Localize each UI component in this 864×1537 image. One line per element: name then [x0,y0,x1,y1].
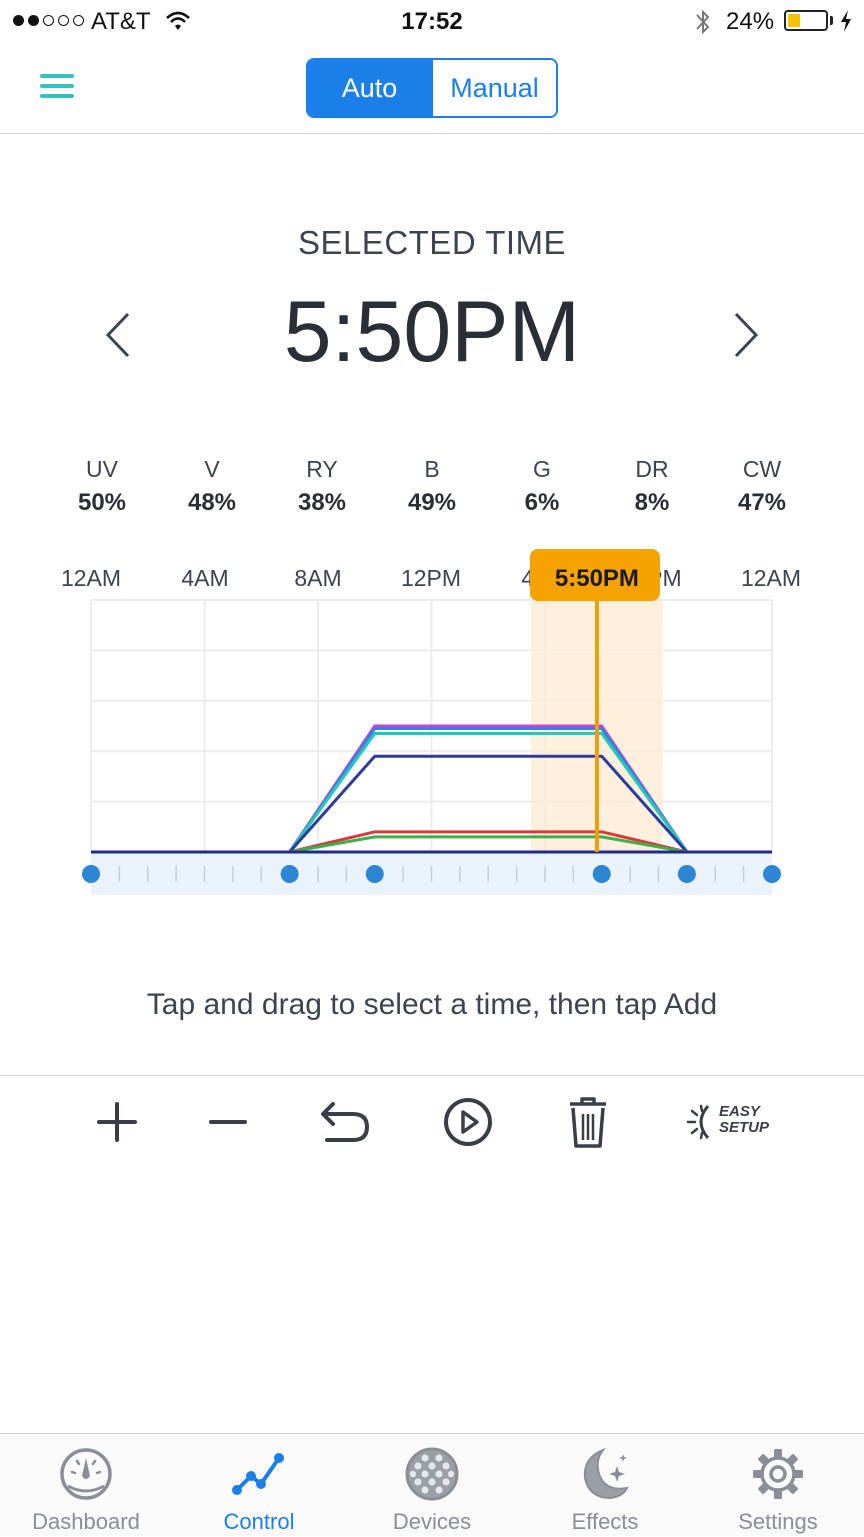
battery-percent: 24% [726,8,775,35]
control-points [82,865,781,883]
control-point[interactable] [365,865,384,883]
grid-dots-icon [405,1447,459,1501]
time-tick-label: 12PM [400,565,462,591]
tab-label: Devices [392,1509,472,1534]
channel-v: V 48% [157,456,267,517]
auto-mode-button[interactable]: Auto [308,60,433,116]
time-tick-label: 8AM [294,565,342,591]
gear-icon [753,1449,803,1499]
control-point[interactable] [280,865,299,883]
mode-segmented-control: Auto Manual [306,58,558,118]
instruction-text: Tap and drag to select a time, then tap … [146,988,718,1021]
channel-g: G 6% [487,456,597,517]
add-icon[interactable] [87,1094,147,1150]
channel-ry: RY 38% [267,456,377,517]
signal-dot [28,15,39,26]
selected-time-badge[interactable] [529,549,660,601]
tab-label: Dashboard [32,1509,140,1534]
channel-value: 47% [737,489,787,516]
channel-name: DR [635,456,669,482]
undo-icon[interactable] [313,1094,373,1150]
tab-devices[interactable]: Devices [346,1434,518,1537]
channel-uv: UV 50% [47,456,157,517]
selected-time-label: SELECTED TIME [297,224,567,261]
control-point[interactable] [82,865,100,883]
carrier-name: AT&T [91,8,151,35]
easy-setup-label-2: SETUP [719,1119,770,1136]
status-time: 17:52 [401,8,463,35]
gauge-icon [60,1448,112,1500]
bluetooth-icon [696,9,710,35]
channel-cw: CW 47% [707,456,817,517]
minus-icon[interactable] [198,1094,258,1150]
tab-bar: Dashboard Control Devices [0,1433,864,1536]
trash-icon[interactable] [558,1094,618,1150]
graph-icon [232,1453,284,1495]
time-tick-label: 12AM [740,565,802,591]
channel-value: 50% [77,489,127,516]
channel-name: B [424,456,440,482]
channel-b: B 49% [377,456,487,517]
tab-label: Effects [571,1509,639,1534]
control-point[interactable] [592,865,611,883]
easy-setup-label-1: EASY [719,1103,760,1120]
channel-value: 38% [297,489,347,516]
play-icon[interactable] [438,1094,498,1150]
menu-icon[interactable] [40,72,74,100]
signal-dot [13,15,24,26]
charging-icon [841,10,851,32]
tab-settings[interactable]: Settings [692,1434,864,1537]
time-tick-label: 12AM [60,565,122,591]
channel-value: 49% [407,489,457,516]
chevron-right-icon[interactable] [730,310,764,360]
tab-dashboard[interactable]: Dashboard [0,1434,172,1537]
tab-effects[interactable]: Effects [519,1434,691,1537]
moon-stars-icon [583,1447,629,1500]
easy-setup-button[interactable]: EASY SETUP [686,1100,772,1144]
status-bar: AT&T 17:52 24% [0,0,864,44]
schedule-chart[interactable]: 5:50PM [0,540,864,920]
signal-dot [43,15,54,26]
channel-name: UV [86,456,118,482]
channel-value: 8% [634,489,670,516]
sun-icon [686,1104,710,1140]
channel-name: V [204,456,220,482]
channel-dr: DR 8% [597,456,707,517]
time-tick-label: 4AM [181,565,229,591]
wifi-icon [166,11,190,30]
divider [0,1075,864,1076]
channel-value: 6% [524,489,560,516]
tab-control[interactable]: Control [173,1434,345,1537]
selected-time-value: 5:50PM [283,284,581,380]
channel-name: G [533,456,551,482]
signal-dot [73,15,84,26]
battery-icon [784,10,828,31]
signal-dot [58,15,69,26]
control-point[interactable] [677,865,696,883]
control-point[interactable] [763,865,781,883]
manual-mode-button[interactable]: Manual [433,60,556,116]
chevron-left-icon[interactable] [100,310,134,360]
channel-name: CW [742,456,782,482]
selected-time-badge-label: 5:50PM [555,565,639,592]
channel-name: RY [306,456,338,482]
tab-label: Settings [738,1509,818,1534]
nav-bar: Auto Manual [0,44,864,134]
channel-value: 48% [187,489,237,516]
series-lines [91,724,772,854]
tab-label: Control [223,1509,295,1534]
